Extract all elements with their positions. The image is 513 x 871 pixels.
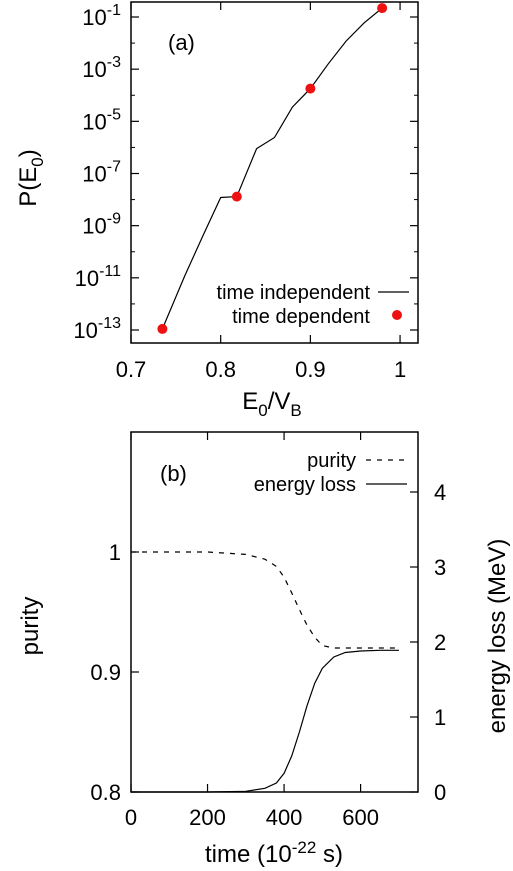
panel-a: (a) 0.7 0.8 0.9 1 10-1 10-3 10-5 10-7 10-9 10-11… — [15, 1, 419, 420]
panel-a-frame — [130, 1, 419, 344]
data-point-time-dependent — [231, 191, 242, 202]
panel-a-legend: time independent time dependent — [217, 282, 409, 328]
right-y-tick-label: 1 — [434, 705, 446, 730]
panel-a-y-ticks: 10-1 10-3 10-5 10-7 10-9 10-11 10-13 — [73, 2, 418, 343]
panel-b-legend: purity energy loss — [254, 450, 407, 496]
panel-a-x-axis-label: E0/VB — [242, 388, 302, 420]
series-purity-line — [131, 551, 399, 649]
data-point-time-dependent — [305, 83, 316, 94]
right-y-tick-label: 2 — [434, 630, 446, 655]
data-point-time-dependent — [157, 323, 168, 334]
y-tick-label: 10-7 — [82, 159, 121, 187]
x-tick-label: 400 — [266, 805, 303, 830]
legend-label-purity: purity — [307, 450, 356, 472]
x-tick-label: 0.8 — [205, 357, 236, 382]
legend-label-time-dependent: time dependent — [232, 306, 370, 328]
left-y-tick-label: 1 — [109, 540, 121, 565]
y-tick-label: 10-13 — [73, 315, 121, 343]
x-tick-label: 600 — [342, 805, 379, 830]
right-y-tick-label: 4 — [434, 480, 446, 505]
data-point-time-dependent — [377, 3, 388, 14]
left-y-tick-label: 0.9 — [90, 660, 121, 685]
panel-b-series — [131, 551, 399, 793]
y-tick-label: 10-1 — [82, 2, 121, 30]
panel-b-x-ticks: 0 200 400 600 — [125, 432, 379, 830]
panel-b-frame — [130, 431, 419, 793]
panel-a-y-axis-label: P(E0) — [15, 149, 47, 206]
right-y-tick-label: 3 — [434, 555, 446, 580]
left-y-tick-label: 0.8 — [90, 780, 121, 805]
panel-a-x-ticks: 0.7 0.8 0.9 1 — [116, 2, 406, 382]
right-y-tick-label: 0 — [434, 780, 446, 805]
legend-label-energy-loss: energy loss — [254, 474, 356, 496]
panel-b-right-y-axis-label: energy loss (MeV) — [484, 539, 511, 734]
series-energy-loss-line — [131, 649, 399, 793]
panel-b-x-axis-label: time (10-22 s) — [205, 838, 343, 868]
y-tick-label: 10-9 — [82, 211, 121, 239]
series-time-independent-line — [161, 7, 383, 330]
x-tick-label: 200 — [189, 805, 226, 830]
x-tick-label: 1 — [394, 357, 406, 382]
panel-a-label: (a) — [168, 30, 195, 55]
panel-b-label: (b) — [160, 461, 187, 486]
panel-b: (b) 0 200 400 600 0.8 0.9 1 0 1 2 3 4 time (10-22… — [17, 431, 511, 868]
y-tick-label: 10-3 — [82, 54, 121, 82]
x-tick-label: 0 — [125, 805, 137, 830]
x-tick-label: 0.9 — [295, 357, 326, 382]
panel-b-left-y-ticks: 0.8 0.9 1 — [90, 540, 139, 805]
x-tick-label: 0.7 — [116, 357, 147, 382]
y-tick-label: 10-5 — [82, 106, 121, 134]
y-tick-label: 10-11 — [75, 263, 122, 291]
legend-swatch-time-dependent — [392, 310, 402, 320]
panel-b-left-y-axis-label: purity — [17, 597, 44, 656]
panel-a-series — [157, 3, 388, 334]
legend-label-time-independent: time independent — [217, 282, 371, 304]
panel-b-right-y-ticks: 0 1 2 3 4 — [410, 480, 446, 805]
